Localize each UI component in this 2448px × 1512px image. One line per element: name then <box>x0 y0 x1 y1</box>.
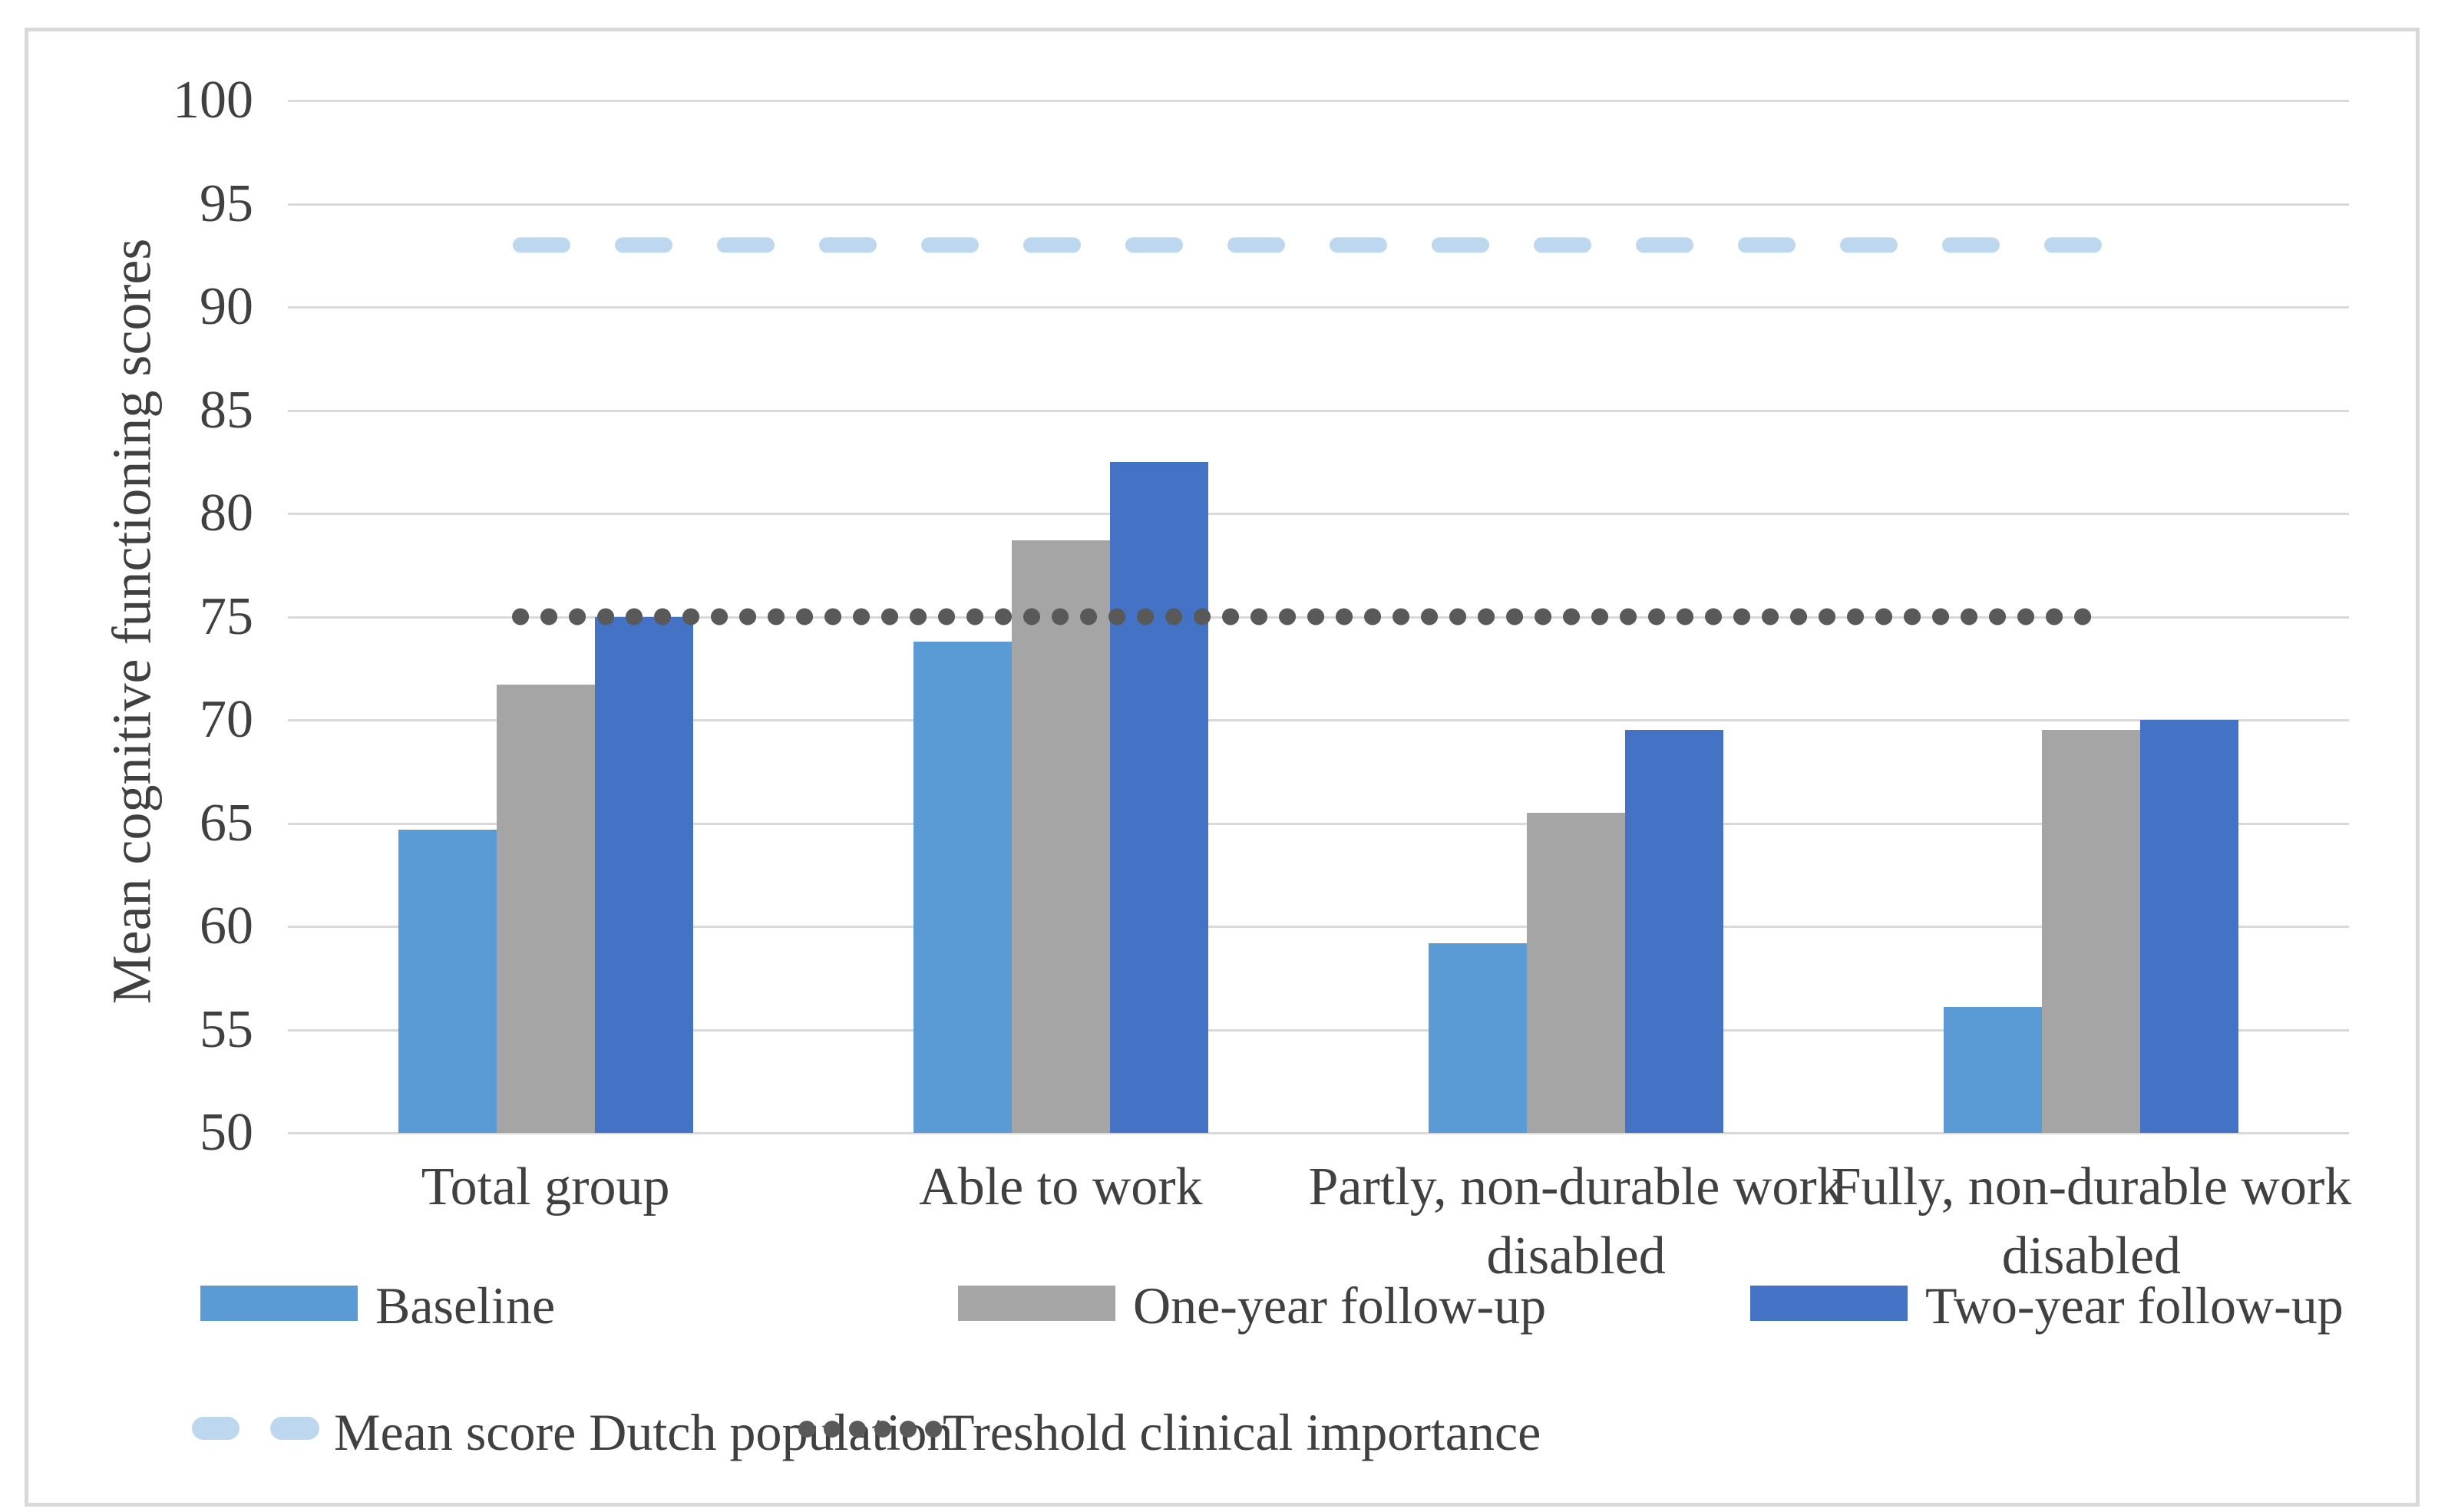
bar-two-year-follow-up-category-2 <box>1109 461 1208 1133</box>
y-tick-label-80: 80 <box>200 484 253 543</box>
bar-two-year-follow-up-category-4 <box>2140 720 2239 1133</box>
legend-dashed-line-icon <box>192 1417 240 1440</box>
legend-dotted-line-icon <box>874 1421 891 1438</box>
legend-dotted-line-icon <box>925 1421 942 1438</box>
legend-dotted-line-icon <box>849 1421 866 1438</box>
reference-lines-layer <box>512 237 2103 626</box>
gridline-100 <box>288 100 2349 102</box>
legend-dotted-line-icon <box>900 1421 917 1438</box>
gridline-85 <box>288 409 2349 412</box>
y-tick-label-55: 55 <box>200 999 253 1059</box>
y-tick-label-75: 75 <box>200 586 253 646</box>
bar-baseline-category-1 <box>398 829 497 1133</box>
category-label-3: Partly, non-durable work disabled <box>1308 1157 1844 1286</box>
bar-baseline-category-2 <box>913 641 1012 1133</box>
category-label-2: Able to work <box>919 1157 1203 1217</box>
legend-dotted-line-icon <box>798 1421 815 1438</box>
bar-one-year-follow-up-category-4 <box>2042 730 2141 1133</box>
bar-two-year-follow-up-category-1 <box>594 616 693 1133</box>
category-label-4: Fully, non-durable work disabled <box>1831 1157 2352 1286</box>
y-tick-label-95: 95 <box>200 173 253 233</box>
legend-swatch-icon <box>958 1286 1115 1321</box>
y-tick-label-60: 60 <box>200 896 253 956</box>
chart-border-frame <box>25 28 2420 1507</box>
category-label-1: Total group <box>421 1157 670 1217</box>
gridline-50 <box>288 1132 2349 1134</box>
legend-label: Two-year follow-up <box>1925 1276 2344 1335</box>
y-tick-label-90: 90 <box>200 277 253 336</box>
legend-swatch-icon <box>200 1286 358 1321</box>
gridline-80 <box>288 513 2349 515</box>
y-tick-label-70: 70 <box>200 690 253 749</box>
bar-baseline-category-4 <box>1944 1006 2043 1133</box>
legend-swatch-icon <box>1750 1286 1908 1321</box>
bar-one-year-follow-up-category-3 <box>1527 813 1626 1133</box>
gridline-90 <box>288 306 2349 309</box>
legend-dotted-line-icon <box>824 1421 841 1438</box>
legend-label-treshold-clinical-importance: Treshold clinical importance <box>943 1403 1541 1461</box>
gridline-60 <box>288 926 2349 928</box>
y-tick-label-85: 85 <box>200 380 253 440</box>
legend-label: Baseline <box>375 1276 556 1335</box>
bar-one-year-follow-up-category-1 <box>496 685 595 1133</box>
legend-dashed-line-icon <box>270 1417 319 1440</box>
gridline-65 <box>288 822 2349 825</box>
y-tick-label-65: 65 <box>200 793 253 853</box>
plot-area <box>288 100 2349 1134</box>
bar-baseline-category-3 <box>1429 943 1528 1133</box>
gridline-70 <box>288 719 2349 721</box>
y-tick-label-100: 100 <box>173 71 253 130</box>
y-tick-label-50: 50 <box>200 1103 253 1162</box>
gridline-95 <box>288 203 2349 206</box>
bar-two-year-follow-up-category-3 <box>1625 730 1724 1133</box>
bar-one-year-follow-up-category-2 <box>1011 540 1110 1133</box>
legend-label: One-year follow-up <box>1133 1276 1547 1335</box>
gridline-55 <box>288 1028 2349 1032</box>
